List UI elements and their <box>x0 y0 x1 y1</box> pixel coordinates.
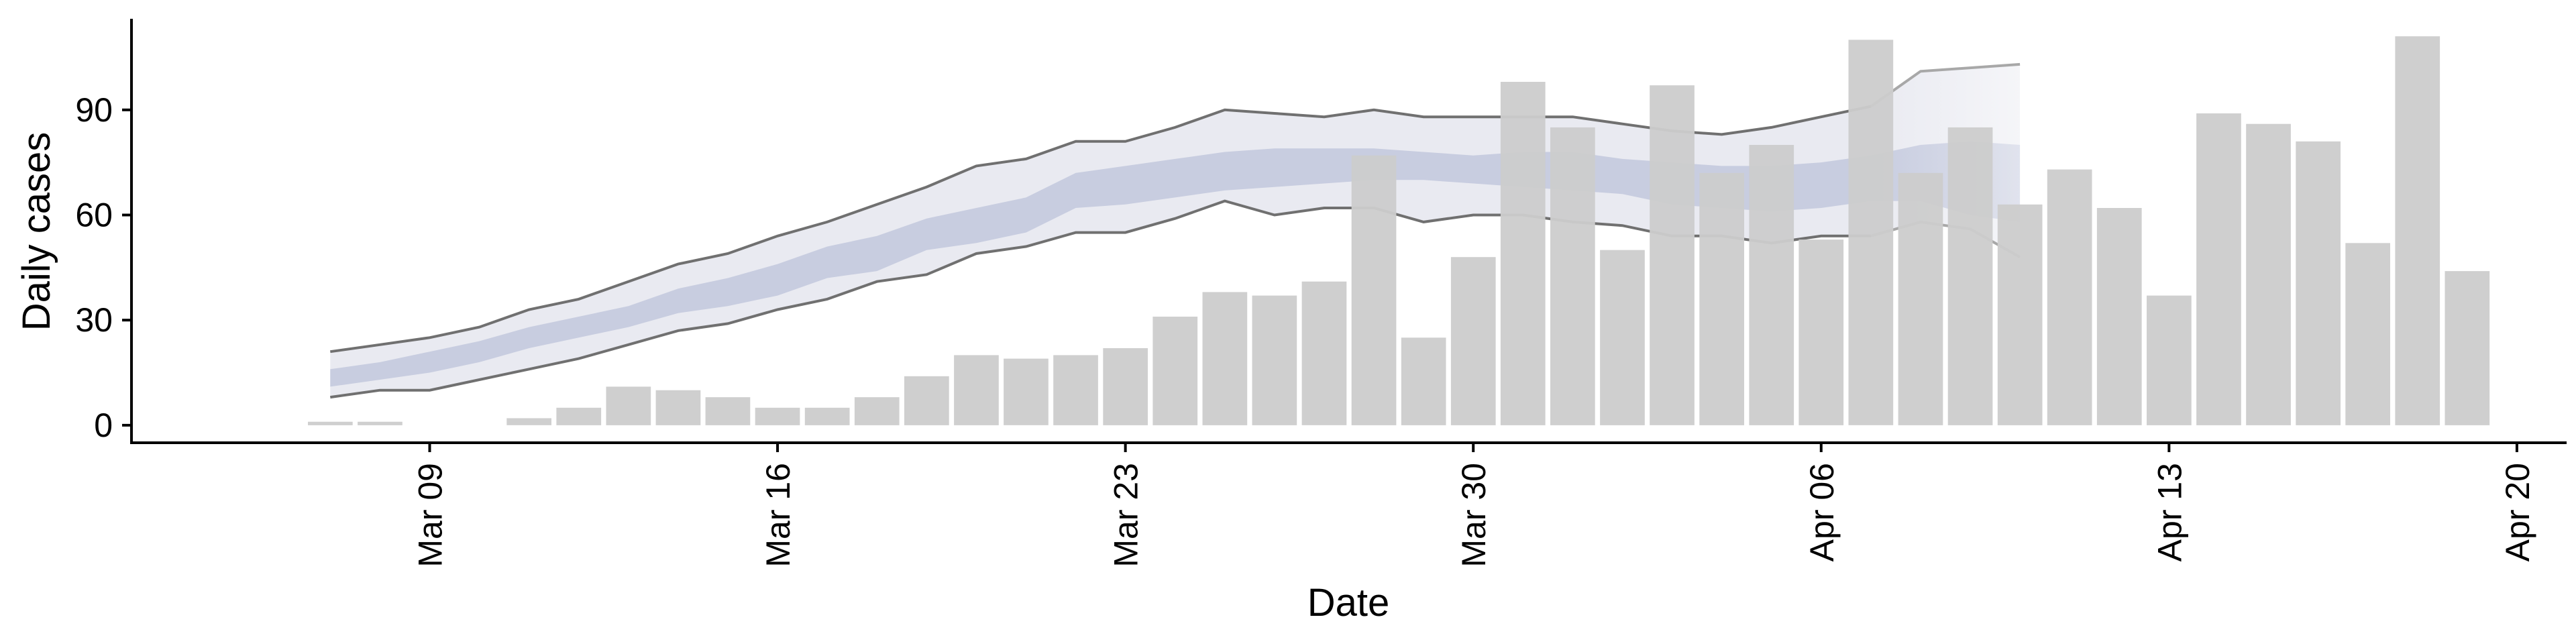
bar <box>1053 355 1098 425</box>
bar <box>1947 127 1993 425</box>
y-tick-label: 0 <box>94 407 113 444</box>
outer-lower-line <box>330 199 1871 399</box>
bar <box>1799 239 1844 425</box>
y-axis-title: Daily cases <box>15 132 58 331</box>
x-axis-title: Date <box>1307 581 1390 625</box>
x-ticks: Mar 09 Mar 16 Mar 23 Mar 30 Apr 06 Apr 13 Apr … <box>412 443 2536 568</box>
outer-upper-line-tail <box>1870 62 2021 108</box>
bar <box>1004 358 1049 425</box>
bar <box>1450 257 1496 425</box>
bar <box>1103 348 1148 425</box>
bar <box>954 355 999 425</box>
bar <box>2047 169 2092 425</box>
bar <box>854 397 900 425</box>
bar <box>755 407 800 425</box>
bars-layer <box>308 36 2490 425</box>
bar <box>1650 85 1695 425</box>
x-tick-label: Apr 13 <box>2151 463 2188 561</box>
x-tick-label: Apr 20 <box>2499 463 2536 561</box>
outer-interval-ribbon <box>330 64 2021 398</box>
x-tick-label: Mar 23 <box>1108 463 1145 568</box>
bar <box>1351 155 1397 425</box>
outer-upper-line <box>330 105 1872 354</box>
bar <box>1202 292 1248 425</box>
x-tick-label: Mar 30 <box>1455 463 1493 568</box>
y-ticks: 0 30 60 90 <box>75 91 131 444</box>
bar <box>2345 243 2390 425</box>
bar <box>1301 281 1347 425</box>
y-tick-label: 30 <box>75 301 113 339</box>
bar <box>1848 40 1894 425</box>
bar <box>2147 295 2192 425</box>
bar <box>2445 271 2490 425</box>
bar <box>1997 204 2043 425</box>
bar <box>1600 250 1645 425</box>
bar <box>358 421 402 425</box>
bar <box>556 407 602 425</box>
bar <box>2296 141 2341 425</box>
axes-layer <box>130 19 2567 444</box>
bar <box>2096 208 2142 425</box>
bar <box>1152 317 1198 425</box>
bar <box>506 418 551 425</box>
bar <box>2395 36 2440 425</box>
bar <box>705 397 751 425</box>
x-tick-label: Mar 16 <box>759 463 797 568</box>
bar <box>1500 82 1546 425</box>
bar <box>1252 295 1297 425</box>
y-tick-label: 60 <box>75 196 113 233</box>
bar <box>1401 337 1446 425</box>
bar <box>655 390 701 425</box>
y-tick-label: 90 <box>75 91 113 129</box>
bar <box>606 386 651 425</box>
outer-lower-line-tail <box>1870 220 2021 258</box>
bar <box>308 421 353 425</box>
bar <box>804 407 850 425</box>
bar <box>1749 145 1794 425</box>
bar <box>2246 123 2291 425</box>
bar <box>1898 172 1943 425</box>
bar <box>904 376 949 425</box>
x-tick-label: Apr 06 <box>1803 463 1841 561</box>
x-tick-label: Mar 09 <box>412 463 449 568</box>
bar <box>1699 172 1744 425</box>
bar <box>1550 127 1595 425</box>
bar <box>2196 113 2241 425</box>
